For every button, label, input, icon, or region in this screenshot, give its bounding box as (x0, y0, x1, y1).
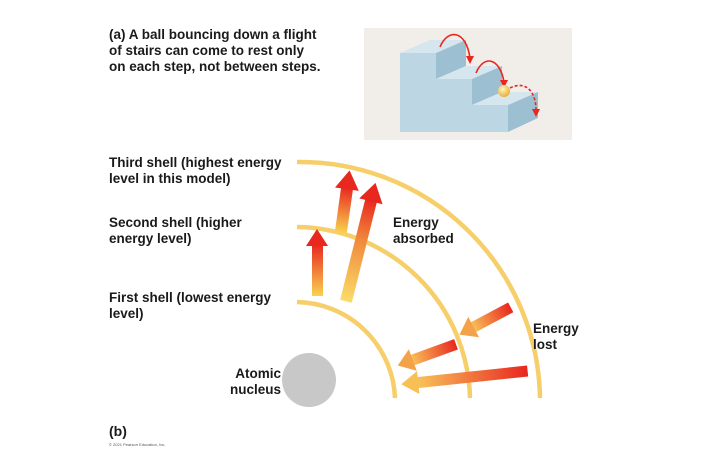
atomic-nucleus (282, 353, 336, 407)
part-b-label: (b) (109, 423, 127, 439)
lost-arrow-2 (397, 339, 458, 371)
bounce-arrow-3-head (532, 109, 540, 117)
third-shell-arc (296, 159, 543, 399)
stair-step-3-face (472, 105, 508, 132)
stair-step-3-top (472, 92, 538, 105)
stair-step-2-top (436, 66, 502, 79)
lost-arrow-3 (401, 365, 529, 394)
second-shell-label: Second shell (higher energy level) (109, 215, 242, 246)
stairs-illustration (364, 28, 572, 140)
third-shell-label: Third shell (highest energy level in thi… (109, 155, 282, 186)
energy-absorbed-label: Energy absorbed (393, 215, 454, 246)
electron-shells (296, 159, 543, 399)
lost-arrow-1 (459, 302, 514, 338)
bounce-arrow-3-dashed (509, 84, 537, 111)
atomic-nucleus-label: Atomic nucleus (230, 366, 282, 397)
energy-absorbed-arrows (306, 170, 383, 303)
energy-lost-label: Energy lost (533, 321, 579, 352)
absorbed-arrow-1 (306, 229, 328, 296)
stair-step-1-top (400, 40, 466, 53)
part-a-caption: (a) A ball bouncing down a flight of sta… (109, 27, 321, 74)
energy-lost-arrows (397, 302, 529, 394)
bounce-arrow-1-head (466, 56, 474, 64)
first-shell-arc (296, 299, 398, 399)
bounce-arrow-1 (439, 33, 471, 59)
first-shell-label: First shell (lowest energy level) (109, 290, 272, 321)
ball (498, 85, 510, 97)
stair-step-1-face (400, 53, 436, 132)
absorbed-arrow-2 (334, 170, 359, 234)
absorbed-arrow-3 (340, 182, 383, 303)
bounce-arrow-2 (475, 60, 505, 83)
stair-step-3-side (508, 92, 538, 132)
stair-step-2-face (436, 79, 472, 132)
bounce-arrow-2-head (500, 80, 508, 88)
second-shell-arc (296, 224, 473, 399)
copyright-notice: © 2021 Pearson Education, Inc. (109, 442, 166, 447)
